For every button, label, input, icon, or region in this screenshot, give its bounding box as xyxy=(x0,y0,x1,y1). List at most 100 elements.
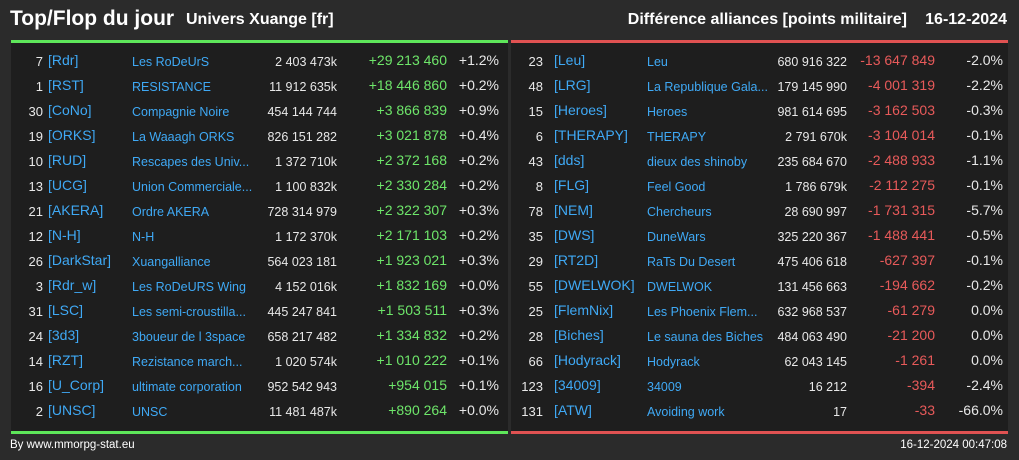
rank-cell: 8 xyxy=(535,179,543,194)
footer-timestamp: 16-12-2024 00:47:08 xyxy=(900,439,1007,451)
alliance-tag-link[interactable]: [dds] xyxy=(554,152,585,168)
alliance-name-link[interactable]: 3boueur de l 3space xyxy=(132,330,246,344)
rank-cell: 23 xyxy=(528,54,543,69)
alliance-name-link[interactable]: Union Commerciale... xyxy=(132,180,252,194)
alliance-tag-link[interactable]: [34009] xyxy=(554,377,601,393)
alliance-tag-link[interactable]: [Rdr_w] xyxy=(48,277,97,293)
alliance-tag-link[interactable]: [THERAPY] xyxy=(554,127,628,143)
alliance-tag-link[interactable]: [N-H] xyxy=(48,227,81,243)
diff-cell: -13 647 849 xyxy=(860,52,935,68)
points-cell: 632 968 537 xyxy=(777,305,847,319)
alliance-name-link[interactable]: Rezistance march... xyxy=(132,355,243,369)
alliance-name-link[interactable]: dieux des shinoby xyxy=(647,155,748,169)
alliance-tag-link[interactable]: [UNSC] xyxy=(48,402,96,418)
alliance-name-link[interactable]: Les RoDeURS Wing xyxy=(132,280,246,294)
alliance-name-link[interactable]: Leu xyxy=(647,55,668,69)
alliance-tag-link[interactable]: [ATW] xyxy=(554,402,592,418)
alliance-name-link[interactable]: UNSC xyxy=(132,405,168,419)
percent-cell: +0.2% xyxy=(458,152,499,168)
alliance-tag-link[interactable]: [Rdr] xyxy=(48,52,79,68)
percent-cell: -0.2% xyxy=(966,277,1003,293)
alliance-name-link[interactable]: Le sauna des Biches xyxy=(647,330,764,344)
diff-cell: +3 021 878 xyxy=(376,127,447,143)
rank-cell: 28 xyxy=(528,329,543,344)
alliance-tag-link[interactable]: [FLG] xyxy=(554,177,590,193)
alliance-tag-link[interactable]: [RUD] xyxy=(48,152,87,168)
alliance-name-link[interactable]: Feel Good xyxy=(647,180,706,194)
alliance-tag-link[interactable]: [U_Corp] xyxy=(48,377,105,393)
alliance-name-link[interactable]: ultimate corporation xyxy=(132,380,242,394)
footer-source[interactable]: By www.mmorpg-stat.eu xyxy=(10,439,135,451)
rank-cell: 35 xyxy=(528,229,543,244)
header: Top/Flop du jour Univers Xuange [fr] Dif… xyxy=(0,0,1019,40)
alliance-tag-link[interactable]: [3d3] xyxy=(48,327,80,343)
alliance-tag-link[interactable]: [AKERA] xyxy=(48,202,104,218)
alliance-tag-link[interactable]: [DWS] xyxy=(554,227,595,243)
rank-cell: 24 xyxy=(28,329,43,344)
alliance-name-link[interactable]: 34009 xyxy=(647,380,682,394)
alliance-name-link[interactable]: Ordre AKERA xyxy=(132,205,210,219)
alliance-name-link[interactable]: DuneWars xyxy=(647,230,706,244)
diff-cell: +1 503 511 xyxy=(377,302,447,318)
rank-cell: 2 xyxy=(35,404,43,419)
alliance-tag-link[interactable]: [LSC] xyxy=(48,302,84,318)
points-cell: 826 151 282 xyxy=(267,130,337,144)
points-cell: 475 406 618 xyxy=(777,255,847,269)
diff-cell: -3 162 503 xyxy=(868,102,935,118)
alliance-tag-link[interactable]: [RST] xyxy=(48,77,84,93)
alliance-tag-link[interactable]: [DarkStar] xyxy=(48,252,112,268)
rank-cell: 55 xyxy=(528,279,543,294)
rank-cell: 6 xyxy=(535,129,543,144)
alliance-name-link[interactable]: N-H xyxy=(132,230,155,244)
alliance-name-link[interactable]: Chercheurs xyxy=(647,205,712,219)
percent-cell: +0.0% xyxy=(458,402,499,418)
alliance-tag-link[interactable]: [UCG] xyxy=(48,177,87,193)
top-row: 30 [CoNo] Compagnie Noire 454 144 744 +3 866… xyxy=(11,99,508,124)
alliance-name-link[interactable]: RaTs Du Desert xyxy=(647,255,736,269)
alliance-name-link[interactable]: La Republique Gala... xyxy=(647,80,768,94)
rank-cell: 30 xyxy=(28,104,43,119)
alliance-tag-link[interactable]: [FlemNix] xyxy=(554,302,614,318)
percent-cell: -2.0% xyxy=(966,52,1003,68)
flop-row: 43 [dds] dieux des shinoby 235 684 670 -2 48… xyxy=(511,149,1008,174)
alliance-name-link[interactable]: DWELWOK xyxy=(647,280,713,294)
alliance-name-link[interactable]: Hodyrack xyxy=(647,355,700,369)
points-cell: 17 xyxy=(833,405,847,419)
percent-cell: -1.1% xyxy=(966,152,1003,168)
rank-cell: 25 xyxy=(528,304,543,319)
alliance-name-link[interactable]: Les Phoenix Flem... xyxy=(647,305,758,319)
alliance-name-link[interactable]: Les semi-croustilla... xyxy=(132,305,246,319)
alliance-tag-link[interactable]: [CoNo] xyxy=(48,102,92,118)
diff-cell: -4 001 319 xyxy=(868,77,935,93)
alliance-tag-link[interactable]: [DWELWOK] xyxy=(554,277,635,293)
alliance-name-link[interactable]: La Waaagh ORKS xyxy=(132,130,235,144)
alliance-tag-link[interactable]: [LRG] xyxy=(554,77,591,93)
flop-row: 55 [DWELWOK] DWELWOK 131 456 663 -194 662 -0.… xyxy=(511,274,1008,299)
alliance-tag-link[interactable]: [Leu] xyxy=(554,52,586,68)
alliance-name-link[interactable]: Heroes xyxy=(647,105,688,119)
alliance-tag-link[interactable]: [ORKS] xyxy=(48,127,96,143)
alliance-name-link[interactable]: Rescapes des Univ... xyxy=(132,155,250,169)
alliance-name-link[interactable]: Les RoDeUrS xyxy=(132,55,210,69)
alliance-name-link[interactable]: Xuangalliance xyxy=(132,255,211,269)
alliance-name-link[interactable]: RESISTANCE xyxy=(132,80,211,94)
alliance-tag-link[interactable]: [NEM] xyxy=(554,202,593,218)
percent-cell: +0.2% xyxy=(458,77,499,93)
alliance-tag-link[interactable]: [RZT] xyxy=(48,352,83,368)
alliance-name-link[interactable]: Avoiding work xyxy=(647,405,725,419)
points-cell: 1 100 832k xyxy=(275,180,337,194)
top-row: 2 [UNSC] UNSC 11 481 487k +890 264 +0.0% xyxy=(11,399,508,424)
alliance-tag-link[interactable]: [Heroes] xyxy=(554,102,607,118)
alliance-name-link[interactable]: THERAPY xyxy=(647,130,707,144)
alliance-tag-link[interactable]: [Biches] xyxy=(554,327,604,343)
alliance-tag-link[interactable]: [Hodyrack] xyxy=(554,352,621,368)
rank-cell: 131 xyxy=(521,404,543,419)
diff-cell: +2 171 103 xyxy=(376,227,447,243)
rank-cell: 16 xyxy=(28,379,43,394)
percent-cell: -0.1% xyxy=(966,127,1003,143)
diff-cell: +18 446 860 xyxy=(368,77,447,93)
alliance-name-link[interactable]: Compagnie Noire xyxy=(132,105,230,119)
flop-row: 29 [RT2D] RaTs Du Desert 475 406 618 -627 39… xyxy=(511,249,1008,274)
alliance-tag-link[interactable]: [RT2D] xyxy=(554,252,599,268)
rank-cell: 12 xyxy=(28,229,43,244)
